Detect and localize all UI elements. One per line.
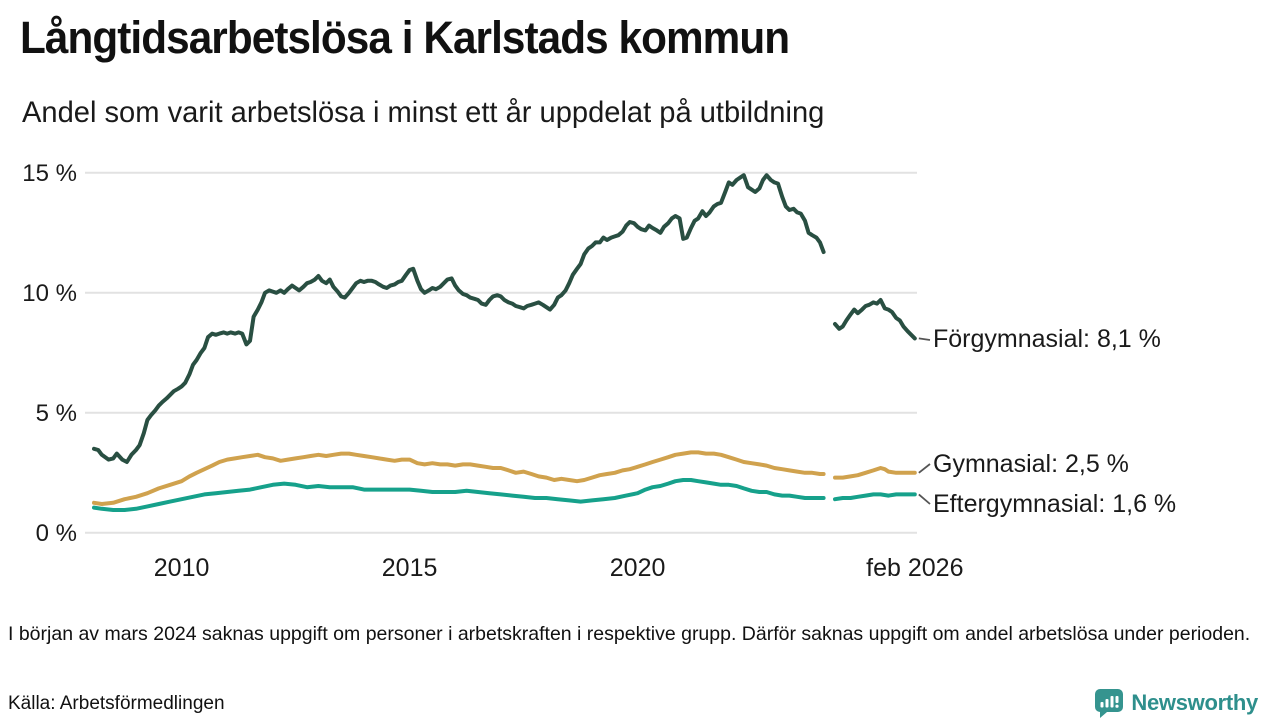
label-connector-gymnasial bbox=[918, 463, 931, 474]
series-line-forgymnasial bbox=[92, 173, 826, 464]
series-line-gymnasial bbox=[833, 466, 917, 480]
series-line-gymnasial bbox=[92, 450, 826, 506]
label-connector-forgymnasial bbox=[918, 337, 931, 341]
newsworthy-wordmark: Newsworthy bbox=[1131, 690, 1258, 715]
source-attribution: Källa: Arbetsförmedlingen bbox=[8, 693, 225, 714]
series-end-label-gymnasial: Gymnasial: 2,5 % bbox=[933, 450, 1129, 478]
y-tick-label: 0 % bbox=[36, 520, 77, 547]
y-tick-label: 10 % bbox=[22, 280, 77, 307]
series-end-label-forgymnasial: Förgymnasial: 8,1 % bbox=[933, 325, 1161, 353]
series-line-eftergymnasial bbox=[92, 478, 826, 512]
chart-footnote: I början av mars 2024 saknas uppgift om … bbox=[8, 623, 1251, 645]
y-tick-label: 5 % bbox=[36, 400, 77, 427]
page-subtitle: Andel som varit arbetslösa i minst ett å… bbox=[22, 96, 825, 129]
x-tick-label: 2010 bbox=[154, 554, 210, 582]
newsworthy-logo-icon bbox=[1095, 689, 1124, 718]
y-tick-label: 15 % bbox=[22, 160, 77, 187]
series-line-eftergymnasial bbox=[833, 492, 917, 502]
x-tick-label: 2015 bbox=[382, 554, 438, 582]
series-line-forgymnasial bbox=[833, 298, 917, 341]
x-tick-label: feb 2026 bbox=[866, 554, 963, 582]
label-connector-eftergymnasial bbox=[918, 493, 931, 505]
page-title: Långtidsarbetslösa i Karlstads kommun bbox=[20, 12, 790, 63]
newsworthy-logo[interactable]: Newsworthy bbox=[1094, 688, 1258, 718]
x-tick-label: 2020 bbox=[610, 554, 666, 582]
line-chart: 0 % 5 % 10 % 15 % 2010 2015 2020 feb 2026 bbox=[22, 160, 963, 582]
series-end-label-eftergymnasial: Eftergymnasial: 1,6 % bbox=[933, 490, 1177, 518]
